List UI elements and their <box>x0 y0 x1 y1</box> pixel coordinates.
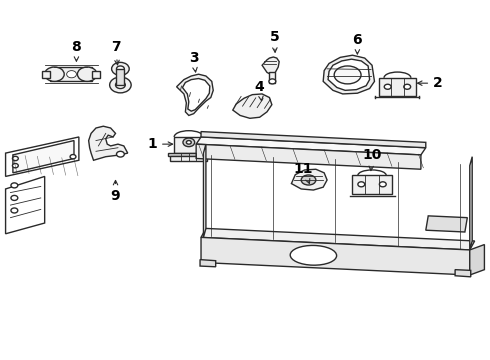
Text: 10: 10 <box>362 148 382 171</box>
Polygon shape <box>470 157 472 250</box>
Ellipse shape <box>334 66 361 84</box>
Circle shape <box>186 140 191 144</box>
Polygon shape <box>203 144 206 237</box>
Polygon shape <box>455 270 471 277</box>
Polygon shape <box>470 244 485 275</box>
Polygon shape <box>200 260 216 267</box>
Polygon shape <box>201 237 470 275</box>
Circle shape <box>12 163 18 168</box>
Circle shape <box>379 182 386 187</box>
Polygon shape <box>49 67 92 81</box>
Circle shape <box>117 151 124 157</box>
Polygon shape <box>233 94 272 118</box>
Text: 11: 11 <box>294 162 314 184</box>
Polygon shape <box>42 71 49 78</box>
Polygon shape <box>352 175 392 194</box>
Polygon shape <box>92 71 100 78</box>
Circle shape <box>117 66 124 72</box>
Polygon shape <box>292 169 327 190</box>
Polygon shape <box>201 132 426 148</box>
Circle shape <box>67 71 76 78</box>
Polygon shape <box>117 69 124 85</box>
Polygon shape <box>89 126 128 160</box>
Circle shape <box>11 195 18 201</box>
Ellipse shape <box>290 246 337 265</box>
Polygon shape <box>426 216 467 232</box>
Polygon shape <box>270 72 275 83</box>
Circle shape <box>11 208 18 213</box>
Polygon shape <box>13 140 74 173</box>
Polygon shape <box>262 57 279 74</box>
Circle shape <box>112 62 129 75</box>
Text: 5: 5 <box>270 30 279 52</box>
Polygon shape <box>174 137 203 153</box>
Circle shape <box>77 67 97 81</box>
Text: 6: 6 <box>353 33 362 54</box>
Circle shape <box>404 84 411 89</box>
Polygon shape <box>328 59 369 90</box>
Text: 7: 7 <box>111 40 121 65</box>
Text: 2: 2 <box>417 76 443 90</box>
Polygon shape <box>5 176 45 234</box>
Circle shape <box>70 154 76 159</box>
Text: 3: 3 <box>189 51 198 72</box>
Polygon shape <box>379 78 416 96</box>
Text: 9: 9 <box>111 180 121 203</box>
Polygon shape <box>323 55 374 94</box>
Polygon shape <box>196 144 421 169</box>
Polygon shape <box>182 78 210 111</box>
Polygon shape <box>168 153 209 156</box>
Circle shape <box>116 81 125 89</box>
Polygon shape <box>5 137 79 176</box>
Circle shape <box>11 183 18 188</box>
Circle shape <box>45 67 64 81</box>
Circle shape <box>110 77 131 93</box>
Text: 8: 8 <box>72 40 81 61</box>
Polygon shape <box>170 156 207 161</box>
Polygon shape <box>196 137 426 155</box>
Circle shape <box>358 182 365 187</box>
Polygon shape <box>176 74 213 116</box>
Text: 4: 4 <box>255 80 265 101</box>
Circle shape <box>12 156 18 161</box>
Polygon shape <box>201 228 475 250</box>
Circle shape <box>269 79 276 84</box>
Text: 1: 1 <box>147 137 172 151</box>
Ellipse shape <box>301 175 316 185</box>
Circle shape <box>384 84 391 89</box>
Circle shape <box>183 138 195 147</box>
